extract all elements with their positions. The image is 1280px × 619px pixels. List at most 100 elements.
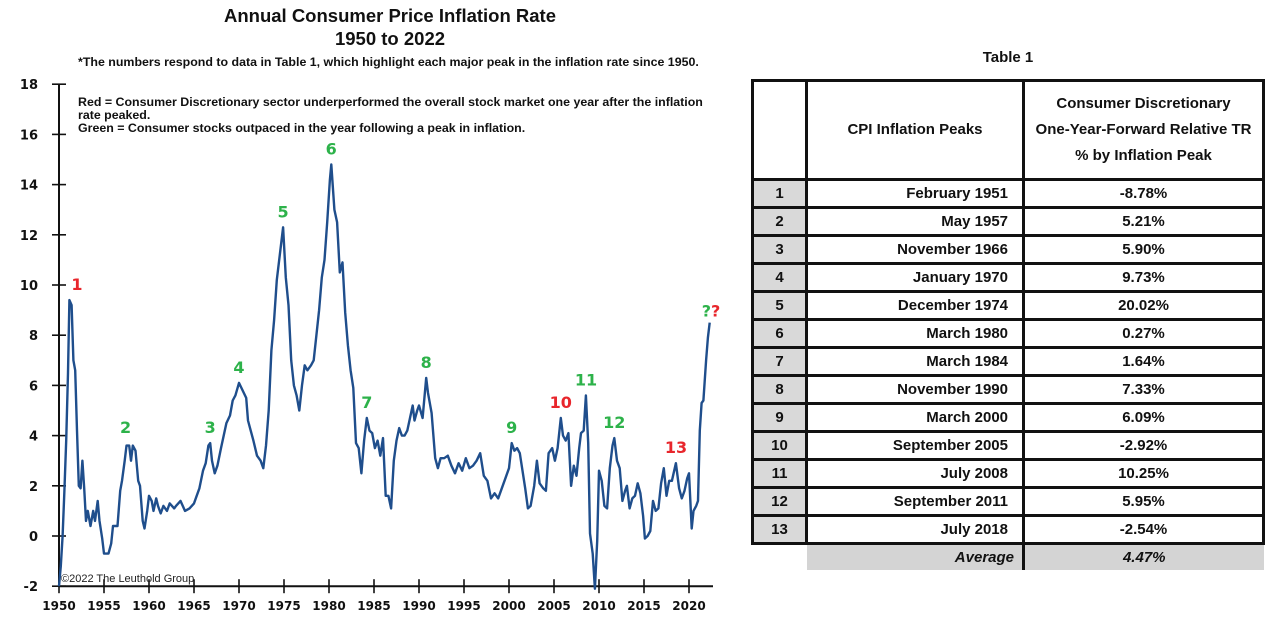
x-tick-label: 2000 xyxy=(492,599,525,613)
x-tick-label: 2010 xyxy=(582,599,615,613)
series-layer xyxy=(57,163,711,590)
table-row: 13 July 2018 -2.54% xyxy=(751,514,1265,545)
row-index: 9 xyxy=(751,402,808,433)
row-index: 8 xyxy=(751,374,808,405)
peak-date: March 1980 xyxy=(805,318,1025,349)
relative-return: 20.02% xyxy=(1022,290,1265,321)
x-tick-label: 1955 xyxy=(87,599,120,613)
peak-date: May 1957 xyxy=(805,206,1025,237)
x-tick-label: 1950 xyxy=(42,599,75,613)
copyright-text: ©2022 The Leuthold Group xyxy=(61,573,194,585)
row-index: 2 xyxy=(751,206,808,237)
row-index: 7 xyxy=(751,346,808,377)
peak-date: September 2005 xyxy=(805,430,1025,461)
table-row: 4 January 1970 9.73% xyxy=(751,262,1265,293)
row-index: 5 xyxy=(751,290,808,321)
y-tick-label: 16 xyxy=(20,128,38,143)
peak-label-8: 8 xyxy=(421,353,432,372)
table-row: 8 November 1990 7.33% xyxy=(751,374,1265,405)
table-row: 9 March 2000 6.09% xyxy=(751,402,1265,433)
chart-note-red-legend: Red = Consumer Discretionary sector unde… xyxy=(78,95,703,122)
header-line: Consumer Discretionary xyxy=(1056,95,1231,112)
peak-date: January 1970 xyxy=(805,262,1025,293)
table-title: Table 1 xyxy=(982,49,1034,66)
x-tick-label: 1995 xyxy=(447,599,480,613)
relative-return: 5.95% xyxy=(1022,486,1265,517)
x-tick-label: 1985 xyxy=(357,599,390,613)
peak-label-9: 9 xyxy=(506,418,517,437)
x-tick-label: 1990 xyxy=(402,599,435,613)
x-tick-label: 1980 xyxy=(312,599,345,613)
chart-subtitle: 1950 to 2022 xyxy=(334,28,446,49)
x-tick-label: 1965 xyxy=(177,599,210,613)
chart-note-table-reference: *The numbers respond to data in Table 1,… xyxy=(78,55,699,69)
header-relative-tr: Consumer Discretionary One-Year-Forward … xyxy=(1022,79,1265,181)
x-tick-label: 1960 xyxy=(132,599,165,613)
header-line: One-Year-Forward Relative TR xyxy=(1035,121,1252,138)
peak-label-11: 11 xyxy=(575,370,597,389)
row-index: 10 xyxy=(751,430,808,461)
table-row: 12 September 2011 5.95% xyxy=(751,486,1265,517)
average-row: Average 4.47% xyxy=(752,543,1264,570)
relative-return: -2.54% xyxy=(1022,514,1265,545)
peak-label-question-red: ? xyxy=(711,302,720,321)
peak-label-7: 7 xyxy=(361,393,372,412)
peak-date: November 1990 xyxy=(805,374,1025,405)
x-tick-label: 1975 xyxy=(267,599,300,613)
y-tick-label: 10 xyxy=(20,279,38,294)
peak-date: November 1966 xyxy=(805,234,1025,265)
axes xyxy=(58,84,713,588)
relative-return: 10.25% xyxy=(1022,458,1265,489)
peak-date: September 2011 xyxy=(805,486,1025,517)
relative-return: 7.33% xyxy=(1022,374,1265,405)
y-tick-label: 14 xyxy=(20,179,38,194)
relative-return: 6.09% xyxy=(1022,402,1265,433)
header-index xyxy=(751,79,808,181)
row-index: 12 xyxy=(751,486,808,517)
row-index: 6 xyxy=(751,318,808,349)
peak-label-3: 3 xyxy=(205,418,216,437)
peak-date: March 1984 xyxy=(805,346,1025,377)
chart-title: Annual Consumer Price Inflation Rate xyxy=(223,5,557,26)
peak-date: December 1974 xyxy=(805,290,1025,321)
y-tick-label: 2 xyxy=(29,480,38,495)
inflation-peaks-table: CPI Inflation Peaks Consumer Discretiona… xyxy=(751,79,1265,570)
average-label: Average xyxy=(806,543,1025,570)
table-row: 11 July 2008 10.25% xyxy=(751,458,1265,489)
peak-label-4: 4 xyxy=(233,358,244,377)
table-row: 1 February 1951 -8.78% xyxy=(751,178,1265,209)
row-index: 3 xyxy=(751,234,808,265)
table-row: 2 May 1957 5.21% xyxy=(751,206,1265,237)
relative-return: 5.21% xyxy=(1022,206,1265,237)
peak-date: February 1951 xyxy=(805,178,1025,209)
relative-return: -2.92% xyxy=(1022,430,1265,461)
header-line: % by Inflation Peak xyxy=(1075,147,1212,164)
y-tick-label: -2 xyxy=(24,580,38,595)
row-index: 11 xyxy=(751,458,808,489)
table-row: 7 March 1984 1.64% xyxy=(751,346,1265,377)
x-tick-label: 2005 xyxy=(537,599,570,613)
y-tick-label: 4 xyxy=(29,430,38,445)
chart-note-green-legend: Green = Consumer stocks outpaced in the … xyxy=(78,121,526,135)
peak-date: March 2000 xyxy=(805,402,1025,433)
peak-label-question-green: ? xyxy=(702,302,711,321)
y-tick-label: 8 xyxy=(29,329,38,344)
y-tick-label: 12 xyxy=(20,229,38,244)
average-value: 4.47% xyxy=(1023,543,1264,570)
relative-return: 0.27% xyxy=(1022,318,1265,349)
relative-return: -8.78% xyxy=(1022,178,1265,209)
y-tick-label: 0 xyxy=(29,530,38,545)
peak-label-13: 13 xyxy=(665,438,687,457)
table-row: 3 November 1966 5.90% xyxy=(751,234,1265,265)
peak-label-12: 12 xyxy=(603,413,625,432)
y-tick-label: 18 xyxy=(20,78,38,93)
peak-label-1: 1 xyxy=(71,275,82,294)
relative-return: 1.64% xyxy=(1022,346,1265,377)
peak-label-6: 6 xyxy=(326,140,337,159)
header-cpi-peaks: CPI Inflation Peaks xyxy=(805,79,1025,181)
relative-return: 5.90% xyxy=(1022,234,1265,265)
peak-label-unknown: ?? xyxy=(702,302,721,321)
cpi-series-line xyxy=(57,163,711,590)
